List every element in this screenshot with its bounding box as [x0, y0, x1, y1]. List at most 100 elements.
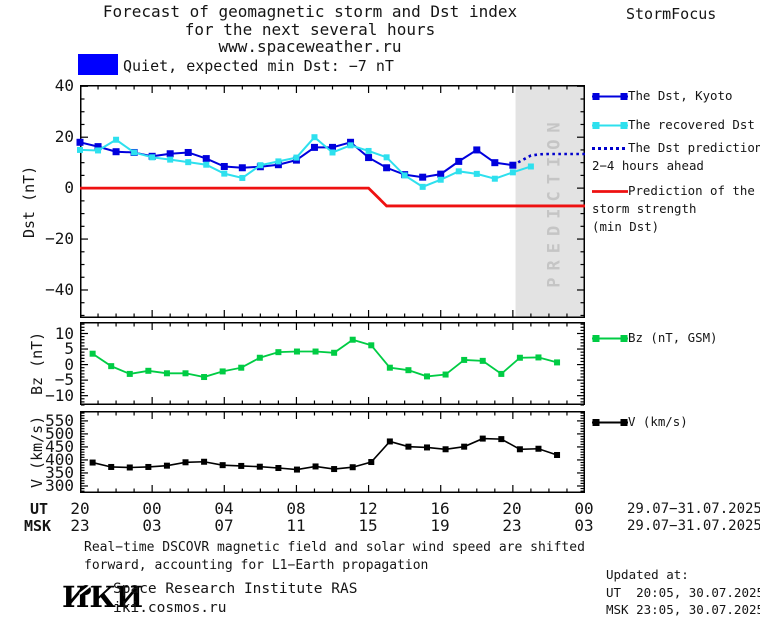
data-point-marker — [184, 148, 192, 156]
data-point-marker — [76, 138, 84, 146]
x-tick-label-msk: 03 — [142, 516, 162, 535]
data-point-marker — [89, 350, 96, 357]
series-line — [79, 135, 532, 188]
y-tick-label: 500 — [45, 423, 74, 443]
data-point-marker — [167, 156, 174, 163]
x-tick-label-ut: 12 — [358, 499, 378, 518]
storm-level-swatch — [78, 54, 118, 75]
data-point-marker — [274, 161, 282, 169]
y-tick-label: 550 — [45, 410, 74, 430]
data-point-marker — [77, 146, 83, 153]
updated-ut: UT 20:05, 30.07.2025 — [606, 585, 760, 600]
data-point-marker — [349, 336, 356, 343]
data-point-marker — [368, 459, 375, 466]
data-point-marker — [238, 164, 246, 172]
footnote-line-2: forward, accounting for L1−Earth propaga… — [84, 558, 429, 573]
data-point-marker — [108, 363, 115, 370]
data-point-marker — [516, 446, 523, 453]
legend-item: The Dst, Kyoto — [592, 87, 732, 105]
data-point-marker — [275, 158, 282, 165]
legend-item: Bz (nT, GSM) — [592, 329, 718, 347]
prediction-band-label: PREDICTION — [544, 115, 564, 287]
legend-label-cont: storm strength — [592, 201, 697, 216]
x-tick-label-msk: 07 — [214, 516, 234, 535]
data-point-marker — [442, 371, 449, 378]
data-point-marker — [238, 462, 245, 469]
institute-name: Space Research Institute RAS — [113, 581, 358, 597]
data-point-marker — [112, 148, 120, 156]
legend-sample-line-icon — [592, 189, 628, 193]
iki-logo-text: ИКИ — [62, 580, 144, 614]
y-tick-label: −20 — [45, 229, 74, 249]
x-tick-label-msk: 19 — [430, 516, 450, 535]
legend-sample-marker-icon — [592, 92, 628, 100]
dst-panel-chart: PREDICTION — [76, 85, 585, 318]
updated-msk: MSK 23:05, 30.07.2025 — [606, 602, 760, 617]
x-tick-label-ut: 20 — [70, 499, 90, 518]
data-point-marker — [424, 444, 431, 451]
data-point-marker — [329, 149, 336, 156]
data-point-marker — [386, 364, 393, 371]
legend-sample-marker-icon — [592, 334, 628, 342]
data-point-marker — [201, 458, 208, 465]
series-line — [92, 437, 558, 471]
legend-label-cont: (min Dst) — [592, 219, 660, 234]
data-point-marker — [202, 155, 210, 163]
legend-sample-dotted-icon — [592, 146, 625, 150]
y-tick-label: 300 — [45, 475, 74, 495]
data-point-marker — [311, 134, 318, 141]
msk-axis-label: MSK — [24, 517, 52, 535]
data-point-marker — [220, 162, 228, 170]
y-tick-label: 0 — [64, 354, 74, 374]
y-tick-label: 40 — [54, 76, 74, 96]
data-point-marker — [461, 443, 468, 450]
brand-label: StormFocus — [626, 5, 717, 23]
data-point-marker — [310, 143, 318, 151]
data-point-marker — [145, 463, 152, 470]
updated-heading: Updated at: — [606, 567, 689, 582]
data-point-marker — [386, 438, 393, 445]
legend-label: Prediction of the — [628, 183, 755, 198]
data-point-marker — [473, 170, 480, 177]
data-point-marker — [442, 446, 449, 453]
data-point-marker — [498, 370, 505, 377]
data-point-marker — [293, 154, 300, 161]
data-point-marker — [312, 463, 319, 470]
legend-item: The Dst prediction 2−4 hours ahead — [592, 139, 760, 175]
y-tick-label: −40 — [45, 279, 74, 299]
data-point-marker — [509, 169, 516, 176]
status-text: Quiet, expected min Dst: −7 nT — [123, 57, 394, 75]
legend-label: Bz (nT, GSM) — [628, 330, 718, 345]
data-point-marker — [365, 154, 373, 162]
data-point-marker — [166, 150, 174, 158]
data-point-marker — [419, 183, 426, 190]
data-point-marker — [331, 466, 338, 473]
data-point-marker — [113, 136, 120, 143]
data-point-marker — [182, 370, 189, 377]
x-tick-label-ut: 08 — [286, 499, 306, 518]
x-tick-label-msk: 23 — [502, 516, 522, 535]
y-tick-label: 5 — [64, 339, 74, 359]
data-point-marker — [491, 159, 499, 167]
legend-label: The Dst, Kyoto — [628, 88, 733, 103]
data-point-marker — [293, 348, 300, 355]
data-point-marker — [275, 465, 282, 472]
data-point-marker — [349, 464, 356, 471]
series-line — [80, 186, 585, 208]
data-point-marker — [424, 373, 431, 380]
series-line — [92, 338, 558, 378]
footnote-line-1: Real−time DSCOVR magnetic field and sola… — [84, 540, 585, 555]
data-point-marker — [256, 463, 263, 470]
legend-sample-marker-icon — [592, 121, 628, 129]
data-point-marker — [461, 356, 468, 363]
y-tick-label: 0 — [64, 178, 74, 198]
data-point-marker — [239, 174, 246, 181]
data-point-marker — [331, 349, 338, 356]
data-point-marker — [383, 164, 391, 172]
data-point-marker — [95, 147, 102, 154]
legend-sample-marker-icon — [592, 418, 628, 426]
data-point-marker — [554, 451, 561, 458]
y-tick-label: 400 — [45, 449, 74, 469]
legend-label: V (km/s) — [628, 414, 688, 429]
figure-title: Forecast of geomagnetic storm and Dst in… — [40, 3, 580, 56]
